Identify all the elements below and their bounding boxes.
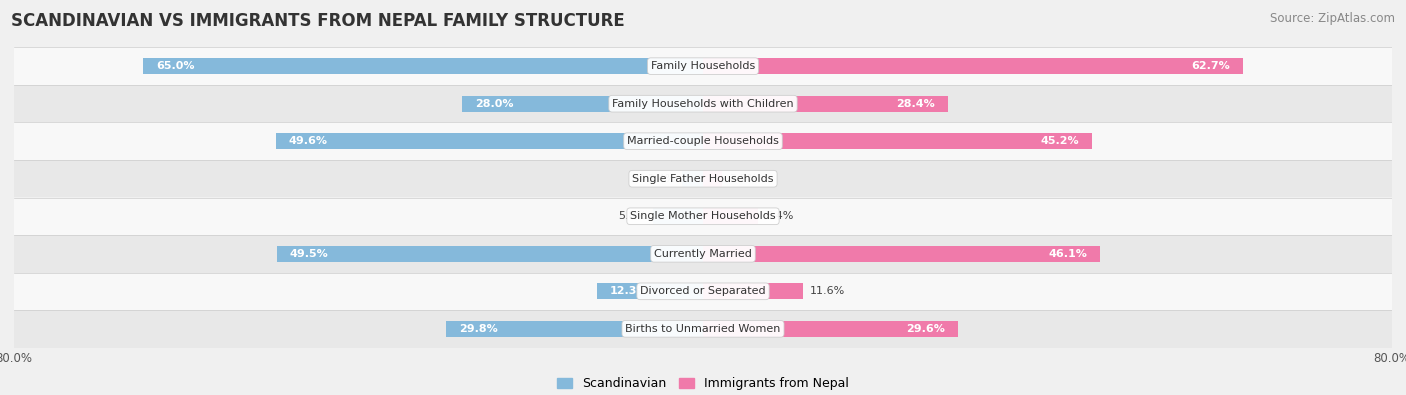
- Bar: [598, 284, 703, 299]
- Text: SCANDINAVIAN VS IMMIGRANTS FROM NEPAL FAMILY STRUCTURE: SCANDINAVIAN VS IMMIGRANTS FROM NEPAL FA…: [11, 12, 626, 30]
- Text: 12.3%: 12.3%: [610, 286, 648, 296]
- Text: Family Households with Children: Family Households with Children: [612, 99, 794, 109]
- Bar: [461, 96, 703, 111]
- Text: Births to Unmarried Women: Births to Unmarried Women: [626, 324, 780, 334]
- Bar: [14, 198, 1392, 235]
- Bar: [14, 85, 1392, 122]
- Bar: [14, 273, 1392, 310]
- Text: 2.2%: 2.2%: [728, 174, 758, 184]
- Text: Source: ZipAtlas.com: Source: ZipAtlas.com: [1270, 12, 1395, 25]
- Text: Divorced or Separated: Divorced or Separated: [640, 286, 766, 296]
- Text: 65.0%: 65.0%: [156, 61, 194, 71]
- Bar: [143, 58, 703, 74]
- Bar: [703, 284, 803, 299]
- Text: Married-couple Households: Married-couple Households: [627, 136, 779, 146]
- Text: 11.6%: 11.6%: [810, 286, 845, 296]
- Bar: [14, 122, 1392, 160]
- Bar: [703, 58, 1243, 74]
- Text: 28.0%: 28.0%: [475, 99, 513, 109]
- Bar: [703, 96, 948, 111]
- Bar: [14, 160, 1392, 198]
- Bar: [277, 246, 703, 261]
- Text: 45.2%: 45.2%: [1040, 136, 1080, 146]
- Bar: [703, 246, 1099, 261]
- Bar: [14, 47, 1392, 85]
- Text: Family Households: Family Households: [651, 61, 755, 71]
- Text: 5.8%: 5.8%: [617, 211, 647, 221]
- Text: Currently Married: Currently Married: [654, 249, 752, 259]
- Text: 62.7%: 62.7%: [1191, 61, 1230, 71]
- Bar: [703, 134, 1092, 149]
- Bar: [703, 321, 957, 337]
- Legend: Scandinavian, Immigrants from Nepal: Scandinavian, Immigrants from Nepal: [553, 372, 853, 395]
- Text: 29.6%: 29.6%: [905, 324, 945, 334]
- Text: 49.6%: 49.6%: [288, 136, 328, 146]
- Text: Single Father Households: Single Father Households: [633, 174, 773, 184]
- Text: 28.4%: 28.4%: [896, 99, 935, 109]
- Bar: [682, 171, 703, 186]
- Text: 29.8%: 29.8%: [460, 324, 498, 334]
- Text: 2.4%: 2.4%: [647, 174, 675, 184]
- Bar: [652, 209, 703, 224]
- Bar: [14, 235, 1392, 273]
- Bar: [14, 310, 1392, 348]
- Bar: [276, 134, 703, 149]
- Text: 6.4%: 6.4%: [765, 211, 793, 221]
- Text: Single Mother Households: Single Mother Households: [630, 211, 776, 221]
- Bar: [703, 209, 758, 224]
- Bar: [703, 171, 721, 186]
- Bar: [446, 321, 703, 337]
- Text: 46.1%: 46.1%: [1049, 249, 1087, 259]
- Text: 49.5%: 49.5%: [290, 249, 329, 259]
